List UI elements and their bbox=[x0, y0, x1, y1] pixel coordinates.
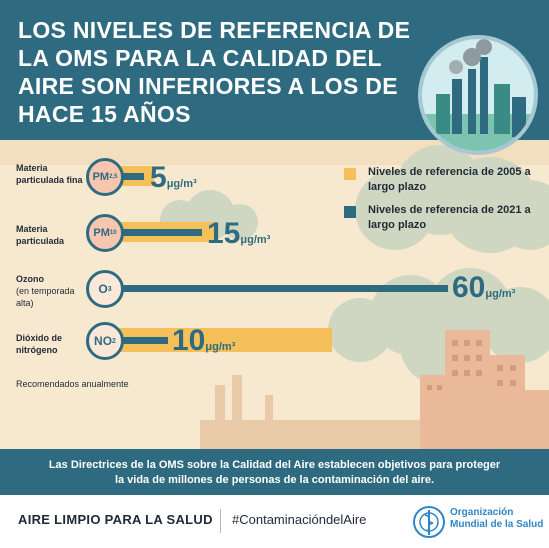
no2-icon: NO 2 bbox=[86, 322, 124, 360]
value-unit: μg/m³ bbox=[166, 178, 197, 190]
symbol: PM bbox=[92, 171, 110, 183]
pollutant-sub: (en temporada alta) bbox=[16, 286, 75, 308]
skyline bbox=[200, 375, 420, 450]
info-banner: Las Directrices de la OMS sobre la Calid… bbox=[0, 449, 549, 495]
value-pm25: 5μg/m³ bbox=[150, 163, 197, 193]
symbol-sub: 2 bbox=[112, 337, 116, 345]
value-ozone: 60μg/m³ bbox=[452, 273, 515, 303]
hashtag: #ContaminacióndelAire bbox=[232, 512, 367, 527]
value-number: 60 bbox=[452, 271, 486, 304]
value-number: 10 bbox=[172, 324, 206, 357]
pollutant-label-pm10: Materia particulada bbox=[16, 223, 86, 247]
campaign-slogan: AIRE LIMPIO PARA LA SALUD bbox=[18, 512, 213, 527]
bar-2021-pm25 bbox=[112, 173, 144, 180]
legend-label: Niveles de referencia de 2021 a largo pl… bbox=[368, 204, 531, 231]
pm10-icon: PM 10 bbox=[86, 214, 124, 252]
banner-line-1: Las Directrices de la OMS sobre la Calid… bbox=[48, 459, 501, 471]
footer-divider bbox=[220, 509, 221, 533]
value-pm10: 15μg/m³ bbox=[207, 219, 270, 249]
bar-2021-no2 bbox=[112, 337, 168, 344]
symbol: NO bbox=[94, 334, 113, 348]
factory-illustration bbox=[422, 39, 534, 151]
symbol-sub: 2,5 bbox=[109, 174, 118, 180]
value-number: 5 bbox=[150, 161, 167, 194]
banner-line-2: la vida de millones de personas de la co… bbox=[114, 474, 435, 486]
organization-name: Organización Mundial de la Salud bbox=[450, 507, 543, 531]
smoke-clouds bbox=[160, 145, 549, 385]
legend-swatch-teal bbox=[344, 206, 356, 218]
pollutant-label-ozone: Ozono (en temporada alta) bbox=[16, 273, 86, 309]
city-badge-illustration bbox=[418, 35, 538, 155]
symbol-sub: 10 bbox=[109, 230, 117, 236]
value-unit: μg/m³ bbox=[205, 341, 236, 353]
org-line-2: Mundial de la Salud bbox=[450, 519, 544, 530]
pollutant-label-no2: Dióxido de nitrógeno bbox=[16, 332, 86, 356]
symbol: O bbox=[98, 282, 108, 296]
bar-2021-pm10 bbox=[112, 229, 202, 236]
pollutant-name: Dióxido de nitrógeno bbox=[16, 333, 63, 355]
who-logo-icon bbox=[413, 506, 445, 538]
pollutant-name: Materia particulada fina bbox=[16, 163, 83, 185]
symbol: PM bbox=[93, 227, 110, 239]
bar-2021-ozone bbox=[112, 285, 448, 292]
pollutant-label-pm25: Materia particulada fina bbox=[16, 162, 86, 186]
footnote: Recomendados anualmente bbox=[16, 379, 129, 389]
legend-swatch-yellow bbox=[344, 168, 356, 180]
value-number: 15 bbox=[207, 217, 241, 250]
building-windows bbox=[427, 340, 516, 390]
buildings bbox=[420, 330, 549, 450]
value-unit: μg/m³ bbox=[485, 288, 516, 300]
pollutant-name: Ozono bbox=[16, 274, 44, 284]
value-no2: 10μg/m³ bbox=[172, 326, 235, 356]
page-title: LOS NIVELES DE REFERENCIA DE LA OMS PARA… bbox=[18, 17, 411, 127]
pollutant-name: Materia particulada bbox=[16, 224, 65, 246]
symbol-sub: 3 bbox=[107, 285, 112, 293]
footer: AIRE LIMPIO PARA LA SALUD #Contaminación… bbox=[0, 495, 549, 548]
pm25-icon: PM 2,5 bbox=[86, 158, 124, 196]
org-line-1: Organización bbox=[450, 507, 514, 518]
legend-label: Niveles de referencia de 2005 a largo pl… bbox=[368, 166, 531, 193]
value-unit: μg/m³ bbox=[240, 234, 271, 246]
